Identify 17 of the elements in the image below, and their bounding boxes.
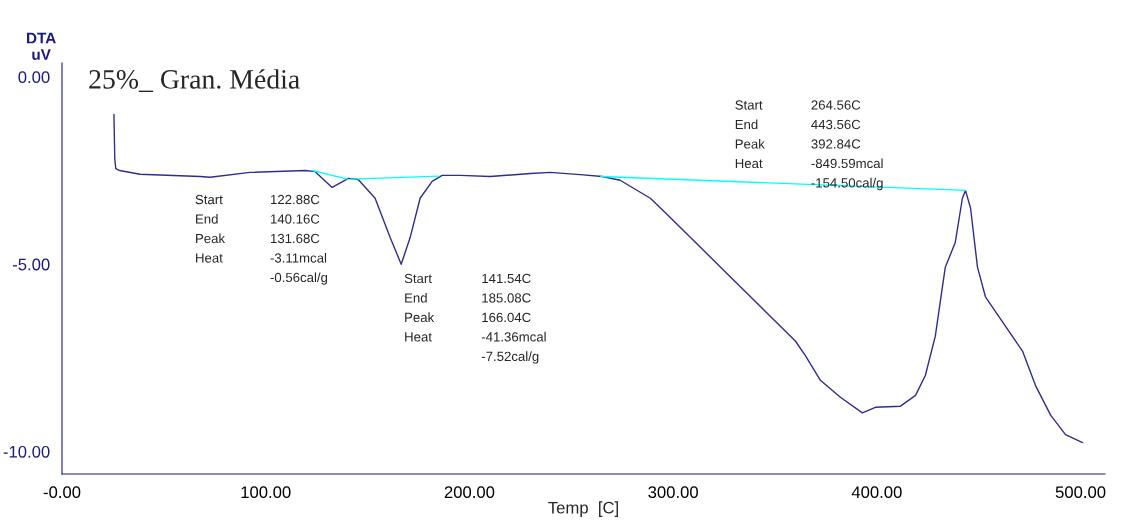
x-tick-label: 500.00 (1055, 486, 1106, 499)
x-tick-label: -0.00 (43, 486, 81, 499)
x-tick-label: 300.00 (648, 486, 698, 499)
y-tick-label: -5.00 (12, 258, 50, 271)
y-tick-label: -10.00 (3, 445, 50, 458)
x-tick-label: 200.00 (444, 486, 495, 499)
annotation: 122.88C 140.16C 131.68C -3.11mcal -0.56cal/g (270, 194, 328, 285)
x-axis-title: Temp [C] (548, 501, 618, 517)
annotation: Start End Peak Heat (404, 273, 435, 342)
annotation: 141.54C 185.08C 166.04C -41.36mcal -7.52cal/g (481, 273, 546, 364)
chart-title: 25%_ Gran. Média (89, 69, 300, 93)
x-tick-label: 400.00 (851, 486, 902, 499)
x-tick-label: 100.00 (241, 486, 291, 499)
y-tick-label: 0.00 (18, 71, 50, 84)
y-axis-title: DTA uV (27, 32, 56, 60)
annotation: Start End Peak Heat (195, 194, 226, 263)
annotation: Start End Peak Heat (735, 100, 765, 169)
